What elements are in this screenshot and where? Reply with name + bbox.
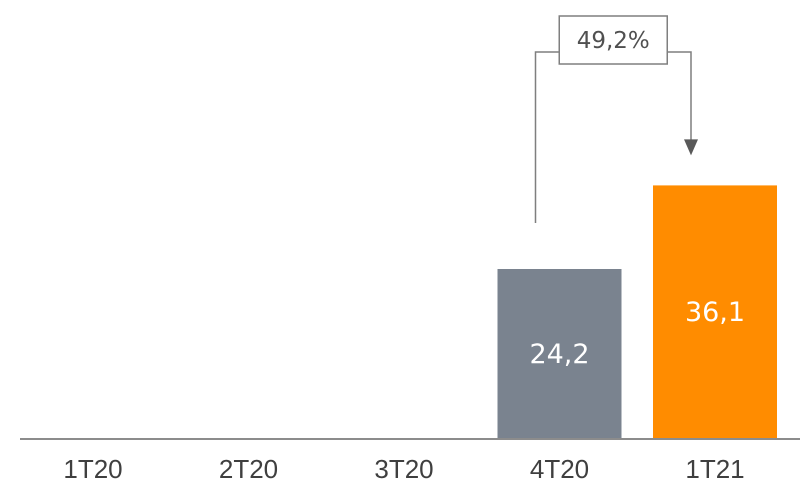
category-label-1T20: 1T20 bbox=[63, 454, 122, 484]
category-labels: 1T20 2T20 3T20 4T20 1T21 bbox=[63, 454, 744, 484]
bars-group: 24,2 36,1 bbox=[498, 185, 778, 439]
growth-label: 49,2% bbox=[577, 28, 650, 54]
category-label-1T21: 1T21 bbox=[685, 454, 744, 484]
category-label-4T20: 4T20 bbox=[530, 454, 589, 484]
bar-value-label-4T20: 24,2 bbox=[529, 339, 589, 370]
bar-value-label-1T21: 36,1 bbox=[685, 297, 745, 328]
category-label-3T20: 3T20 bbox=[374, 454, 433, 484]
category-label-2T20: 2T20 bbox=[219, 454, 278, 484]
growth-arrowhead bbox=[684, 139, 698, 155]
